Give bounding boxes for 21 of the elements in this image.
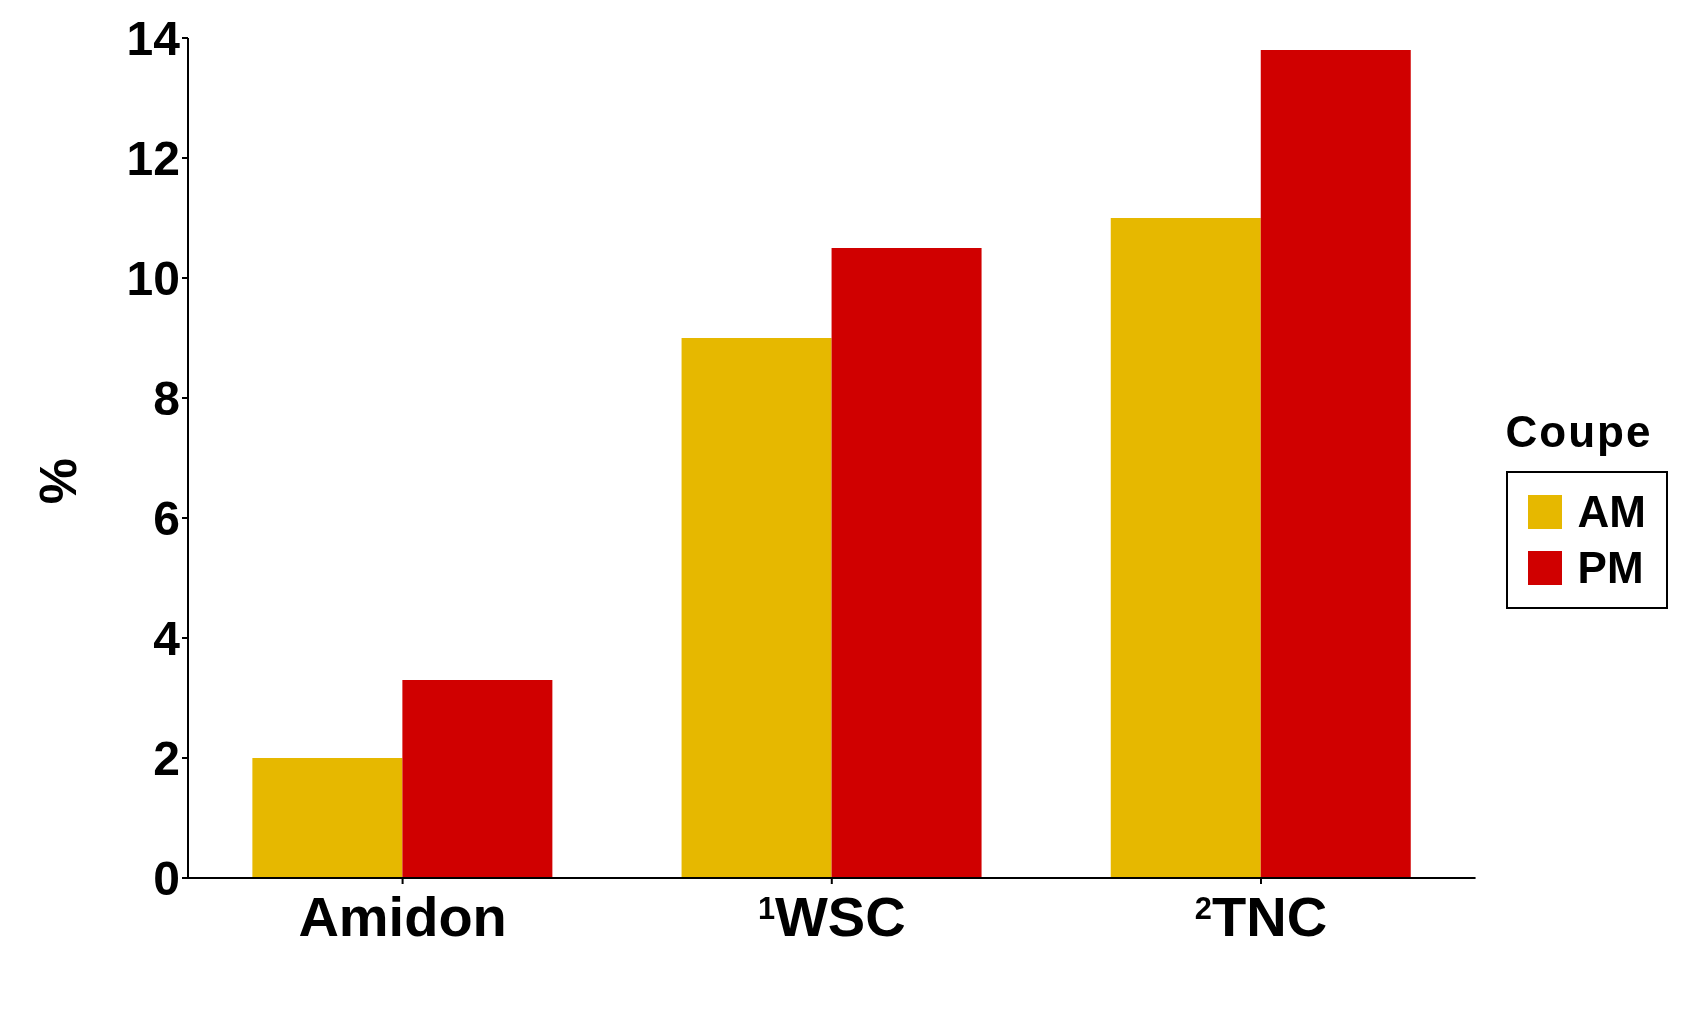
x-tick-label: $^{1}$WSC [757,885,906,948]
y-tick-label: 2 [153,732,180,786]
y-tick-label: 14 [126,12,181,66]
x-tick-label: $^{2}$TNC [1194,885,1328,948]
bar [402,680,553,878]
bar [1110,218,1261,878]
legend-label: PM [1577,543,1644,593]
legend-title: Coupe [1505,407,1654,457]
bar [831,248,982,878]
y-tick-label: 12 [126,132,180,186]
y-tick-label: 6 [153,492,180,546]
x-tick-label: Amidon [298,885,507,948]
y-tick-label: 0 [153,852,180,906]
y-tick-label: 10 [126,252,180,306]
y-tick-label: 4 [153,612,181,666]
bar [1260,50,1411,878]
y-axis-title: % [29,458,88,505]
bar [252,758,403,878]
y-tick-label: 8 [153,372,180,426]
legend-label: AM [1577,487,1646,537]
bar [681,338,832,878]
